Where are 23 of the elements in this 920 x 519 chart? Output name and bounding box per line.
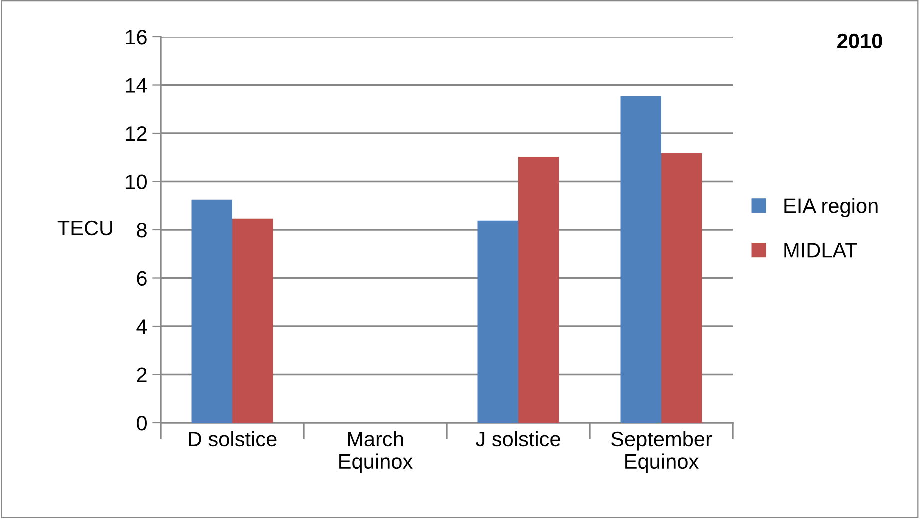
y-tick-label: 0 (137, 416, 147, 431)
bar (232, 218, 274, 423)
y-tick-label: 2 (137, 368, 147, 382)
x-tick-label: September Equinox (611, 431, 712, 474)
x-tick-label: D solstice (189, 431, 277, 447)
x-tick-label: J solstice (476, 431, 560, 447)
bar (518, 157, 560, 423)
legend-label: MIDLAT (784, 243, 858, 258)
y-tick-label: 16 (126, 30, 147, 45)
bar (662, 153, 702, 423)
y-tick-label: 4 (136, 320, 148, 334)
x-tick-label: March Equinox (340, 431, 413, 474)
y-axis-title: TECU (58, 220, 112, 236)
bar (620, 96, 662, 423)
bar (192, 200, 232, 423)
y-tick-label: 8 (137, 223, 147, 238)
legend-label: EIA region (784, 198, 878, 218)
y-tick-label: 14 (126, 78, 148, 93)
y-tick-label: 10 (126, 174, 147, 190)
text: 2010 (838, 34, 882, 49)
y-tick-label: 6 (137, 271, 147, 286)
y-tick-label: 12 (126, 126, 147, 142)
bar (478, 220, 518, 423)
